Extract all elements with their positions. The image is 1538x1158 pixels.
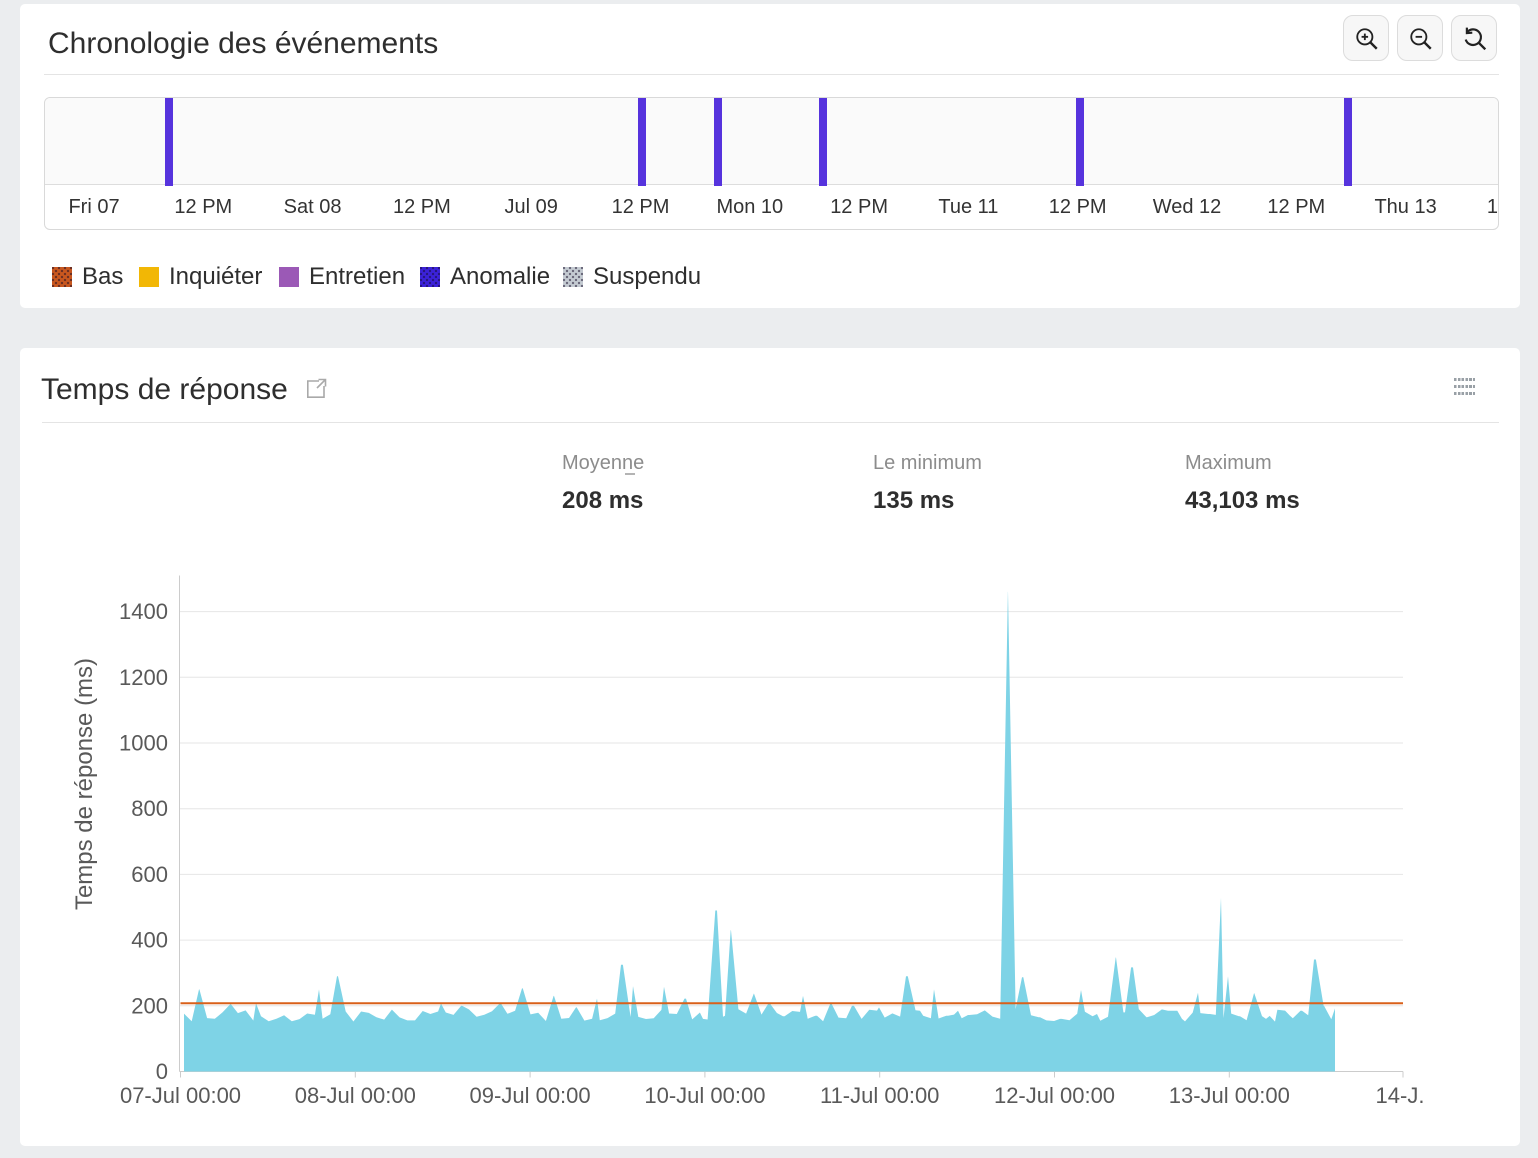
- svg-text:1200: 1200: [119, 665, 168, 690]
- svg-text:12-Jul 00:00: 12-Jul 00:00: [994, 1083, 1115, 1108]
- svg-text:200: 200: [131, 993, 168, 1018]
- svg-text:14-J.: 14-J.: [1376, 1083, 1425, 1108]
- svg-text:0: 0: [156, 1059, 168, 1084]
- svg-text:1400: 1400: [119, 599, 168, 624]
- svg-text:1000: 1000: [119, 731, 168, 756]
- svg-text:07-Jul 00:00: 07-Jul 00:00: [120, 1083, 241, 1108]
- svg-text:08-Jul 00:00: 08-Jul 00:00: [295, 1083, 416, 1108]
- svg-text:10-Jul 00:00: 10-Jul 00:00: [644, 1083, 765, 1108]
- svg-text:600: 600: [131, 862, 168, 887]
- svg-text:800: 800: [131, 796, 168, 821]
- svg-text:400: 400: [131, 928, 168, 953]
- svg-text:13-Jul 00:00: 13-Jul 00:00: [1169, 1083, 1290, 1108]
- svg-text:Temps de réponse (ms): Temps de réponse (ms): [71, 658, 98, 910]
- svg-text:09-Jul 00:00: 09-Jul 00:00: [470, 1083, 591, 1108]
- svg-text:11-Jul 00:00: 11-Jul 00:00: [820, 1083, 939, 1108]
